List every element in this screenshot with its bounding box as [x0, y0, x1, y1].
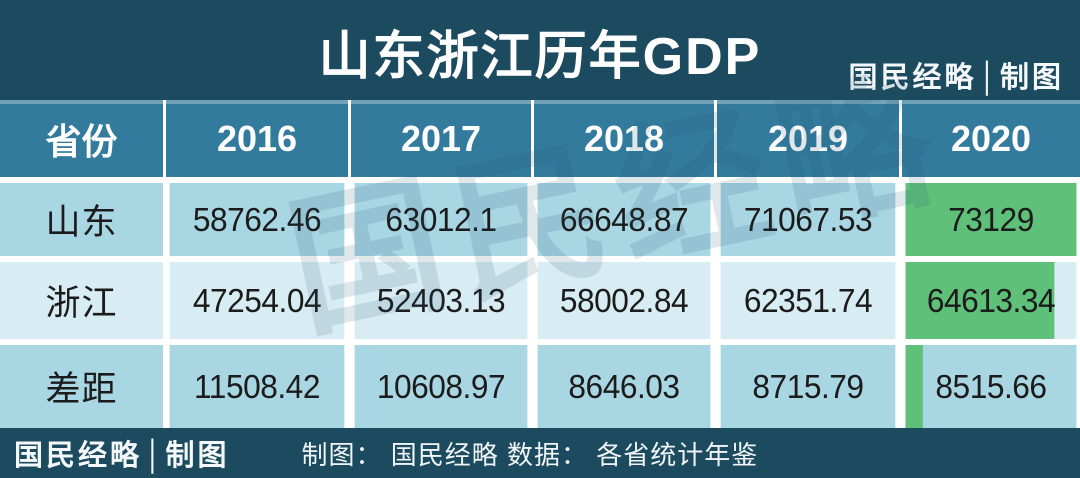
- cell-value: 73129: [948, 200, 1034, 238]
- cell-gap-2019: 8715.79: [720, 345, 896, 428]
- cell-shandong-2017: 63012.1: [354, 183, 528, 256]
- footer: 国民经略│制图 制图： 国民经略 数据： 各省统计年鉴: [0, 428, 1080, 478]
- cell-value: 8515.66: [935, 367, 1047, 405]
- cell-zhejiang-2019: 62351.74: [720, 262, 896, 339]
- cell-gap-2017: 10608.97: [354, 345, 528, 428]
- row-label-zhejiang: 浙江: [0, 262, 163, 339]
- column-header-2016: 2016: [166, 100, 348, 177]
- column-header-province: 省份: [0, 100, 163, 177]
- cell-zhejiang-2018: 58002.84: [537, 262, 711, 339]
- cell-value: 64613.34: [926, 281, 1056, 319]
- brand-credit-top: 国民经略│制图: [848, 62, 1064, 94]
- brand-credit-footer: 国民经略│制图: [14, 440, 230, 472]
- cell-zhejiang-2016: 47254.04: [169, 262, 345, 339]
- data-bar-shandong-2020: [905, 183, 1077, 256]
- table-row-zhejiang: 浙江 47254.04 52403.13 58002.84 62351.74 6…: [0, 262, 1080, 339]
- column-header-2018: 2018: [534, 100, 714, 177]
- cell-gap-2018: 8646.03: [537, 345, 711, 428]
- table-header-row: 省份 2016 2017 2018 2019 2020: [0, 100, 1080, 177]
- source-credit: 制图： 国民经略 数据： 各省统计年鉴: [301, 439, 759, 470]
- column-header-2020: 2020: [902, 100, 1080, 177]
- cell-zhejiang-2017: 52403.13: [354, 262, 528, 339]
- row-label-shandong: 山东: [0, 183, 163, 256]
- cell-zhejiang-2020: 64613.34: [905, 262, 1077, 339]
- cell-shandong-2018: 66648.87: [537, 183, 711, 256]
- cell-gap-2016: 11508.42: [169, 345, 345, 428]
- table-row-gap: 差距 11508.42 10608.97 8646.03 8715.79 851…: [0, 345, 1080, 428]
- cell-shandong-2016: 58762.46: [169, 183, 345, 256]
- page-title: 山东浙江历年GDP: [318, 28, 762, 86]
- cell-gap-2020: 8515.66: [905, 345, 1077, 428]
- data-bar-zhejiang-2020: [905, 262, 1055, 339]
- cell-shandong-2020: 73129: [905, 183, 1077, 256]
- gdp-table: 省份 2016 2017 2018 2019 2020 山东 58762.46 …: [0, 100, 1080, 428]
- row-label-gap: 差距: [0, 345, 163, 428]
- table-row-shandong: 山东 58762.46 63012.1 66648.87 71067.53 73…: [0, 183, 1080, 256]
- data-bar-gap-2020: [905, 345, 923, 428]
- title-banner: 山东浙江历年GDP 国民经略│制图: [0, 0, 1080, 100]
- column-header-2019: 2019: [717, 100, 899, 177]
- cell-shandong-2019: 71067.53: [720, 183, 896, 256]
- column-header-2017: 2017: [351, 100, 531, 177]
